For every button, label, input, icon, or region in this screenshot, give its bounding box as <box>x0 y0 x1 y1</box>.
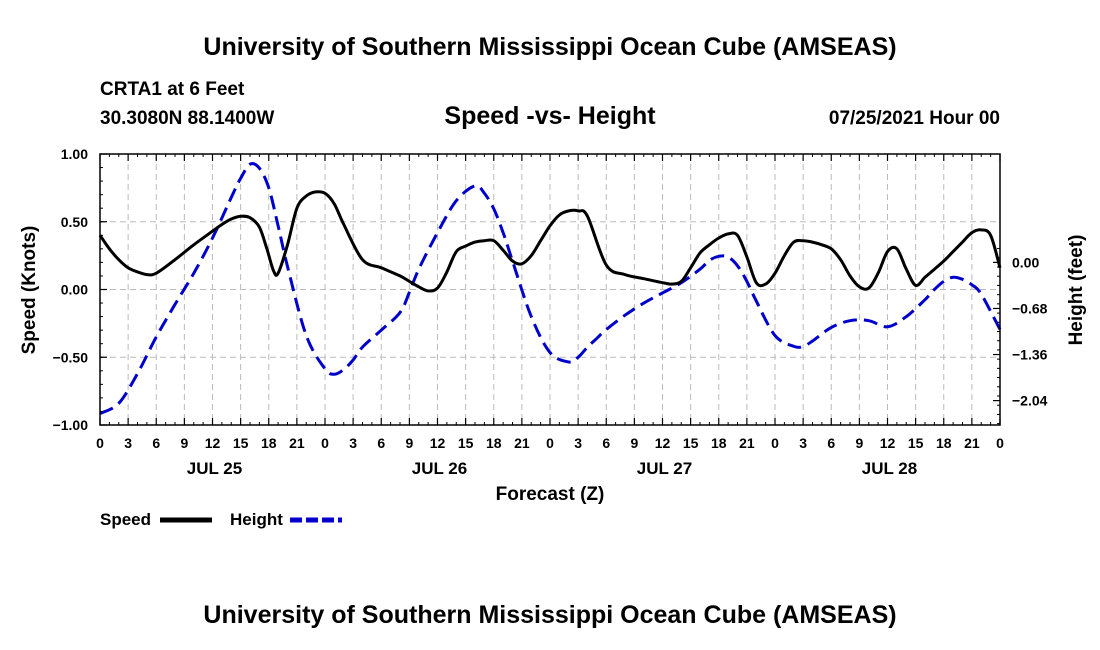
page-title: University of Southern Mississippi Ocean… <box>203 33 896 61</box>
x-tick-label: 18 <box>936 435 952 451</box>
x-tick-label: 6 <box>827 435 835 451</box>
x-tick-label: 9 <box>630 435 638 451</box>
day-label: JUL 28 <box>862 459 917 478</box>
x-axis: 0 3 6 9 12 15 18 21 0 3 6 9 12 15 18 21 0 3 6 9 12 15 18 21 0 3 6 9… <box>96 154 1004 478</box>
footer-title: University of Southern Mississippi Ocean… <box>203 601 896 629</box>
x-tick-label: 12 <box>205 435 221 451</box>
height-series-line <box>99 162 1002 415</box>
y2-axis-label: Height (feet) <box>1066 235 1087 346</box>
x-tick-label: 21 <box>964 435 980 451</box>
y-tick-label: −0.50 <box>53 349 89 365</box>
legend-height-label: Height <box>230 510 283 529</box>
legend: Speed Height <box>100 510 342 529</box>
day-label: JUL 26 <box>412 459 467 478</box>
y2-tick-label: −0.68 <box>1012 300 1048 316</box>
x-tick-label: 0 <box>771 435 779 451</box>
x-tick-label: 12 <box>430 435 446 451</box>
x-axis-label: Forecast (Z) <box>496 484 605 505</box>
coordinates-label: 30.3080N 88.1400W <box>100 108 274 129</box>
x-tick-label: 18 <box>486 435 502 451</box>
speed-series-line <box>98 190 1002 293</box>
x-tick-label: 9 <box>855 435 863 451</box>
y2-tick-label: −2.04 <box>1012 393 1048 409</box>
x-tick-label: 21 <box>739 435 755 451</box>
x-tick-label: 3 <box>124 435 132 451</box>
y-tick-label: 0.00 <box>61 282 88 298</box>
y-axis-left: −1.00 −0.50 0.00 0.50 1.00 <box>53 146 107 433</box>
station-label: CRTA1 at 6 Feet <box>100 79 245 100</box>
x-tick-label: 15 <box>908 435 924 451</box>
x-tick-label: 0 <box>546 435 554 451</box>
x-tick-label: 9 <box>405 435 413 451</box>
x-tick-label: 15 <box>233 435 249 451</box>
y2-tick-label: 0.00 <box>1012 254 1039 270</box>
x-tick-label: 12 <box>880 435 896 451</box>
x-tick-label: 9 <box>180 435 188 451</box>
y-tick-label: 1.00 <box>61 146 88 162</box>
x-tick-label: 21 <box>289 435 305 451</box>
day-label: JUL 27 <box>637 459 692 478</box>
y-tick-label: −1.00 <box>53 417 89 433</box>
x-tick-label: 3 <box>799 435 807 451</box>
day-label: JUL 25 <box>187 459 242 478</box>
x-tick-label: 18 <box>261 435 277 451</box>
y-tick-label: 0.50 <box>61 214 88 230</box>
legend-speed-label: Speed <box>100 510 151 529</box>
x-tick-label: 3 <box>574 435 582 451</box>
y-axis-right: −2.04 −1.36 −0.68 0.00 <box>993 248 1048 425</box>
x-tick-label: 0 <box>996 435 1004 451</box>
y2-tick-label: −1.36 <box>1012 347 1048 363</box>
x-tick-label: 21 <box>514 435 530 451</box>
x-tick-label: 6 <box>152 435 160 451</box>
x-tick-label: 15 <box>458 435 474 451</box>
grid <box>100 154 1000 425</box>
x-tick-label: 0 <box>321 435 329 451</box>
date-label: 07/25/2021 Hour 00 <box>829 108 1000 129</box>
x-tick-label: 18 <box>711 435 727 451</box>
x-tick-label: 15 <box>683 435 699 451</box>
x-tick-label: 6 <box>377 435 385 451</box>
y-axis-label: Speed (Knots) <box>19 226 40 355</box>
chart-title: Speed -vs- Height <box>444 102 656 130</box>
x-tick-label: 6 <box>602 435 610 451</box>
x-tick-label: 12 <box>655 435 671 451</box>
x-tick-label: 0 <box>96 435 104 451</box>
x-tick-label: 3 <box>349 435 357 451</box>
